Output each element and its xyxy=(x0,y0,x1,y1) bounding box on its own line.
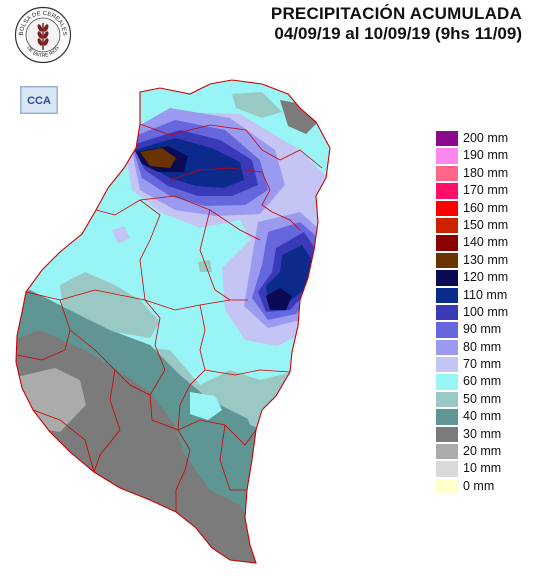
legend-swatch xyxy=(436,217,458,234)
legend-label: 70 mm xyxy=(463,357,502,372)
legend-swatch xyxy=(436,339,458,356)
legend-label: 100 mm xyxy=(463,304,509,319)
legend-label: 80 mm xyxy=(463,339,502,354)
legend-label: 180 mm xyxy=(463,165,509,180)
legend-label: 140 mm xyxy=(463,235,509,250)
legend-label: 50 mm xyxy=(463,391,502,406)
legend-label: 0 mm xyxy=(463,478,495,493)
bolsa-cereales-seal-logo: BOLSA DE CEREALES DE ENTRE RIOS xyxy=(14,6,72,64)
legend-swatch xyxy=(436,374,458,390)
legend-label: 130 mm xyxy=(463,252,509,267)
field-110mm-east xyxy=(266,245,312,304)
legend-label: 60 mm xyxy=(463,374,502,389)
wheat-icon xyxy=(37,23,49,50)
legend-swatch xyxy=(436,444,458,460)
legend-label: 150 mm xyxy=(463,217,509,232)
legend-swatch xyxy=(436,391,458,408)
title-line-1: PRECIPITACIÓN ACUMULADA xyxy=(270,4,522,23)
legend-label: 20 mm xyxy=(463,444,502,459)
map-title: PRECIPITACIÓN ACUMULADA 04/09/19 al 10/0… xyxy=(271,4,522,44)
legend-swatch xyxy=(436,478,458,495)
legend-swatch xyxy=(436,183,458,199)
legend-swatch xyxy=(436,322,458,338)
field-60mm-patch xyxy=(190,392,222,420)
cca-logo-text: CCA xyxy=(27,95,51,107)
field-50mm-patch xyxy=(198,260,212,272)
legend-label: 110 mm xyxy=(463,287,508,302)
legend-swatch xyxy=(436,426,458,443)
legend-swatch xyxy=(436,235,458,251)
legend-swatch xyxy=(436,148,458,164)
legend-label: 200 mm xyxy=(463,131,509,145)
legend-swatch xyxy=(436,165,458,182)
legend-label: 190 mm xyxy=(463,148,509,163)
cca-logo: CCA xyxy=(20,86,58,114)
legend-swatch xyxy=(436,252,458,269)
legend-label: 30 mm xyxy=(463,426,502,441)
legend-swatch xyxy=(436,131,458,147)
legend-label: 160 mm xyxy=(463,200,509,215)
field-30mm-north xyxy=(280,100,318,134)
legend-swatch xyxy=(436,461,458,477)
field-130mm xyxy=(140,148,176,168)
title-line-2: 04/09/19 al 10/09/19 (9hs 11/09) xyxy=(274,24,522,43)
precipitation-fields xyxy=(16,80,330,563)
legend-swatch xyxy=(436,357,458,373)
field-50mm-north xyxy=(232,92,282,118)
field-120mm-east xyxy=(266,288,292,310)
legend-label: 10 mm xyxy=(463,461,502,476)
field-50mm-west xyxy=(60,272,160,338)
legend-label: 40 mm xyxy=(463,409,502,424)
department-boundaries xyxy=(15,79,331,564)
legend-swatch xyxy=(436,200,458,216)
legend-swatch xyxy=(436,304,458,321)
legend-label: 90 mm xyxy=(463,322,502,337)
legend-label: 120 mm xyxy=(463,270,509,285)
legend-label: 170 mm xyxy=(463,183,509,198)
legend-swatch xyxy=(436,270,458,286)
legend-swatch xyxy=(436,287,458,303)
field-70mm-patch xyxy=(112,226,130,244)
legend-swatch xyxy=(436,409,458,425)
